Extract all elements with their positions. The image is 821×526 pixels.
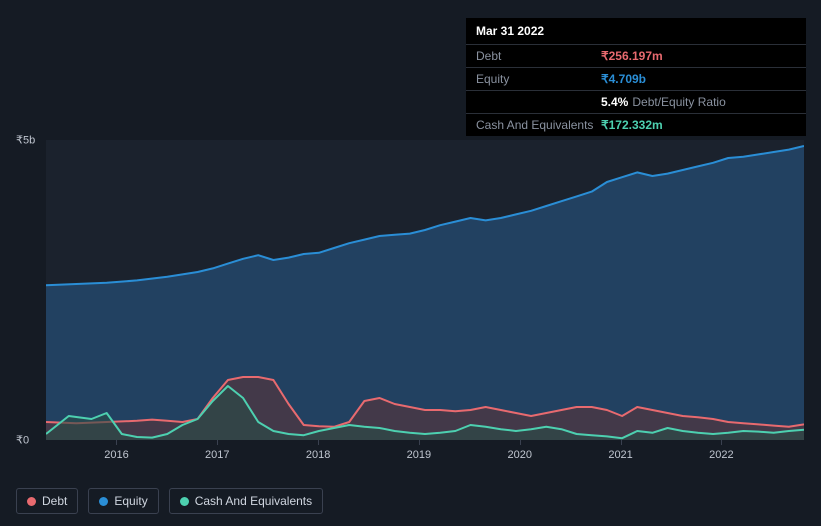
x-axis-label: 2018 bbox=[306, 449, 330, 461]
chart-plot-area[interactable] bbox=[46, 140, 804, 440]
x-axis: 2016 2017 2018 2019 2020 2021 2022 bbox=[46, 445, 804, 465]
x-axis-label: 2020 bbox=[508, 449, 532, 461]
tooltip-value: 5.4%Debt/Equity Ratio bbox=[601, 95, 726, 109]
legend-swatch bbox=[180, 497, 189, 506]
x-tick bbox=[419, 440, 420, 445]
legend-label: Debt bbox=[42, 494, 67, 508]
x-axis-label: 2022 bbox=[709, 449, 733, 461]
legend-swatch bbox=[99, 497, 108, 506]
tooltip-date: Mar 31 2022 bbox=[466, 18, 806, 45]
x-axis-label: 2016 bbox=[104, 449, 128, 461]
legend-item[interactable]: Cash And Equivalents bbox=[169, 488, 323, 514]
tooltip-row: Equity₹4.709b bbox=[466, 68, 806, 91]
tooltip-value: ₹4.709b bbox=[601, 72, 646, 86]
chart-legend: Debt Equity Cash And Equivalents bbox=[16, 488, 323, 514]
chart-svg bbox=[46, 140, 804, 440]
y-axis-label: ₹0 bbox=[16, 434, 29, 447]
chart-tooltip: Mar 31 2022 Debt₹256.197mEquity₹4.709b5.… bbox=[466, 18, 806, 136]
legend-label: Equity bbox=[114, 494, 147, 508]
tooltip-row: 5.4%Debt/Equity Ratio bbox=[466, 91, 806, 114]
x-tick bbox=[318, 440, 319, 445]
series-area bbox=[46, 146, 804, 440]
x-tick bbox=[721, 440, 722, 445]
tooltip-value: ₹172.332m bbox=[601, 118, 663, 132]
x-tick bbox=[217, 440, 218, 445]
x-axis-label: 2021 bbox=[608, 449, 632, 461]
tooltip-label: Cash And Equivalents bbox=[476, 118, 601, 132]
legend-item[interactable]: Debt bbox=[16, 488, 78, 514]
legend-swatch bbox=[27, 497, 36, 506]
tooltip-label: Equity bbox=[476, 72, 601, 86]
tooltip-label bbox=[476, 95, 601, 109]
legend-item[interactable]: Equity bbox=[88, 488, 158, 514]
y-axis-label: ₹5b bbox=[16, 134, 35, 147]
tooltip-extra: Debt/Equity Ratio bbox=[632, 95, 725, 109]
x-tick bbox=[520, 440, 521, 445]
legend-label: Cash And Equivalents bbox=[195, 494, 312, 508]
x-axis-label: 2017 bbox=[205, 449, 229, 461]
tooltip-label: Debt bbox=[476, 49, 601, 63]
chart-container: ₹5b ₹0 2016 2017 2018 2019 2020 2021 2022 bbox=[16, 120, 806, 470]
x-tick bbox=[116, 440, 117, 445]
x-tick bbox=[621, 440, 622, 445]
x-axis-label: 2019 bbox=[407, 449, 431, 461]
tooltip-row: Cash And Equivalents₹172.332m bbox=[466, 114, 806, 136]
tooltip-value: ₹256.197m bbox=[601, 49, 663, 63]
tooltip-row: Debt₹256.197m bbox=[466, 45, 806, 68]
